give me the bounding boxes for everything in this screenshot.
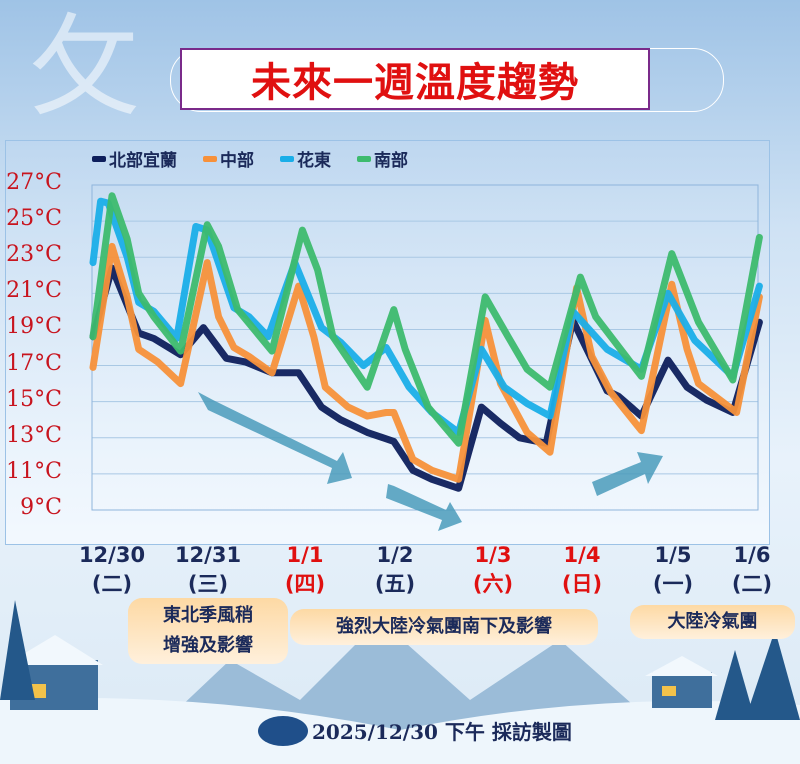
agency-logo xyxy=(258,716,308,746)
annotation-text: 東北季風稍 xyxy=(163,605,253,626)
x-tick-label: 1/5 (一) xyxy=(638,541,708,599)
x-tick-date: 12/30 xyxy=(78,543,146,567)
legend-item-central: 中部 xyxy=(203,146,254,171)
x-tick-weekday: (二) xyxy=(731,572,773,596)
y-tick-label: 21°C xyxy=(6,278,62,304)
x-tick-date: 1/4 xyxy=(563,543,601,567)
x-tick-weekday: (四) xyxy=(284,572,326,596)
legend-label: 北部宜蘭 xyxy=(109,151,177,171)
legend-swatch xyxy=(203,155,217,162)
x-tick-label: 1/1 (四) xyxy=(270,541,340,599)
y-tick-label: 15°C xyxy=(6,386,62,412)
x-tick-weekday: (三) xyxy=(187,572,229,596)
y-tick-label: 17°C xyxy=(6,350,62,376)
page-title: 未來一週溫度趨勢 xyxy=(251,60,579,106)
legend-label: 南部 xyxy=(374,151,408,171)
x-tick-weekday: (五) xyxy=(374,572,416,596)
x-tick-label: 1/3 (六) xyxy=(458,541,528,599)
annotation-continental-cold-air: 大陸冷氣團 xyxy=(630,605,795,639)
y-tick-label: 25°C xyxy=(6,206,62,232)
x-tick-label: 12/31 (三) xyxy=(173,541,243,599)
y-tick-label: 27°C xyxy=(6,170,62,195)
house-right-icon xyxy=(645,656,718,708)
footer-credit: 2025/12/30 下午 採訪製圖 xyxy=(312,716,572,745)
x-tick-date: 1/5 xyxy=(654,543,692,567)
title-box: 未來一週溫度趨勢 xyxy=(180,48,650,110)
x-tick-date: 1/2 xyxy=(376,543,414,567)
annotation-text: 強烈大陸冷氣團南下及影響 xyxy=(336,616,552,637)
x-tick-date: 1/6 xyxy=(733,543,771,567)
y-tick-label: 19°C xyxy=(6,314,62,340)
annotation-text: 增強及影響 xyxy=(163,635,253,656)
annotation-strong-cold-surge: 強烈大陸冷氣團南下及影響 xyxy=(290,609,598,645)
x-tick-weekday: (六) xyxy=(472,572,514,596)
y-tick-label: 13°C xyxy=(6,422,62,448)
x-tick-weekday: (日) xyxy=(561,572,603,596)
footer-date: 2025/12/30 xyxy=(312,720,438,744)
x-tick-weekday: (二) xyxy=(91,572,133,596)
trend-arrows xyxy=(198,392,663,531)
legend-label: 花東 xyxy=(297,151,331,171)
x-tick-weekday: (一) xyxy=(652,572,694,596)
trend-arrow-up xyxy=(592,452,663,496)
x-tick-label: 1/6 (二) xyxy=(717,541,787,599)
legend-item-east: 花東 xyxy=(280,146,331,171)
snow-hill xyxy=(0,698,800,764)
chart-frame xyxy=(5,140,770,545)
y-tick-label: 23°C xyxy=(6,242,62,268)
legend-label: 中部 xyxy=(220,151,254,171)
x-tick-date: 1/3 xyxy=(474,543,512,567)
chart-legend: 北部宜蘭 中部 花東 南部 xyxy=(92,146,408,171)
series-line-1 xyxy=(89,242,763,483)
footer-text: 下午 採訪製圖 xyxy=(437,720,572,744)
annotation-northeast-monsoon: 東北季風稍增強及影響 xyxy=(128,598,288,664)
legend-item-south: 南部 xyxy=(357,146,408,171)
pine-trees xyxy=(0,600,800,720)
x-tick-label: 12/30 (二) xyxy=(77,541,147,599)
x-tick-date: 1/1 xyxy=(286,543,324,567)
legend-item-north: 北部宜蘭 xyxy=(92,146,177,171)
trend-arrow-down-2 xyxy=(386,484,462,531)
legend-swatch xyxy=(280,155,294,162)
x-tick-date: 12/31 xyxy=(174,543,242,567)
x-tick-label: 1/2 (五) xyxy=(360,541,430,599)
series-line-3 xyxy=(89,192,763,447)
x-tick-label: 1/4 (日) xyxy=(547,541,617,599)
legend-swatch xyxy=(92,155,106,162)
legend-swatch xyxy=(357,155,371,162)
decorative-glyph: 攵 xyxy=(30,3,140,131)
y-tick-label: 9°C xyxy=(20,495,62,520)
y-tick-label: 11°C xyxy=(6,458,62,484)
annotation-text: 大陸冷氣團 xyxy=(667,611,758,632)
trend-arrow-down-1 xyxy=(198,392,352,484)
